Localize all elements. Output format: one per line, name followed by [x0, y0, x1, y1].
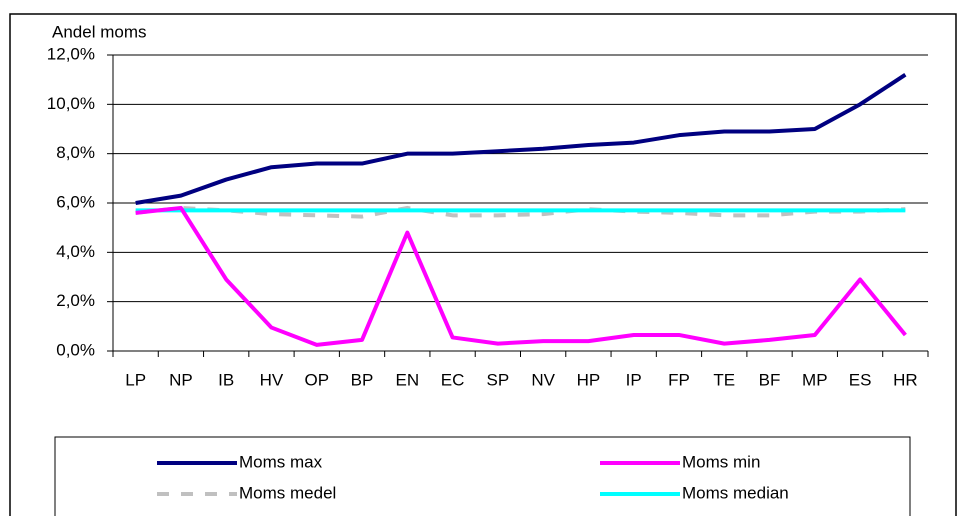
legend-label: Moms max	[239, 452, 323, 471]
x-tick-label: ES	[849, 370, 872, 389]
y-tick-label: 2,0%	[56, 291, 95, 310]
y-tick-label: 0,0%	[56, 340, 95, 359]
x-tick-label: BP	[351, 370, 374, 389]
legend-label: Moms min	[682, 452, 760, 471]
x-tick-label: IB	[218, 370, 234, 389]
legend-box	[54, 436, 911, 521]
legend-label: Moms medel	[239, 483, 336, 502]
x-tick-label: SP	[487, 370, 510, 389]
series-line	[135, 73, 907, 205]
y-tick-label: 8,0%	[56, 143, 95, 162]
legend-label: Moms median	[682, 483, 789, 502]
y-tick-label: 12,0%	[47, 44, 95, 63]
x-tick-label: FP	[668, 370, 690, 389]
x-tick-label: LP	[125, 370, 146, 389]
x-tick-label: MP	[802, 370, 828, 389]
x-tick-label: HP	[577, 370, 601, 389]
y-tick-label: 10,0%	[47, 94, 95, 113]
x-tick-label: NP	[169, 370, 193, 389]
y-tick-label: 4,0%	[56, 242, 95, 261]
x-tick-label: NV	[531, 370, 555, 389]
series-line	[135, 205, 906, 219]
x-tick-label: EN	[395, 370, 419, 389]
x-tick-label: EC	[441, 370, 465, 389]
x-tick-label: HR	[893, 370, 918, 389]
x-tick-label: IP	[626, 370, 642, 389]
y-tick-label: 6,0%	[56, 192, 95, 211]
y-axis-label: Andel moms	[52, 22, 146, 41]
x-tick-label: HV	[260, 370, 284, 389]
x-tick-label: TE	[713, 370, 735, 389]
series-line	[135, 205, 907, 347]
x-tick-label: BF	[759, 370, 781, 389]
x-tick-label: OP	[304, 370, 329, 389]
